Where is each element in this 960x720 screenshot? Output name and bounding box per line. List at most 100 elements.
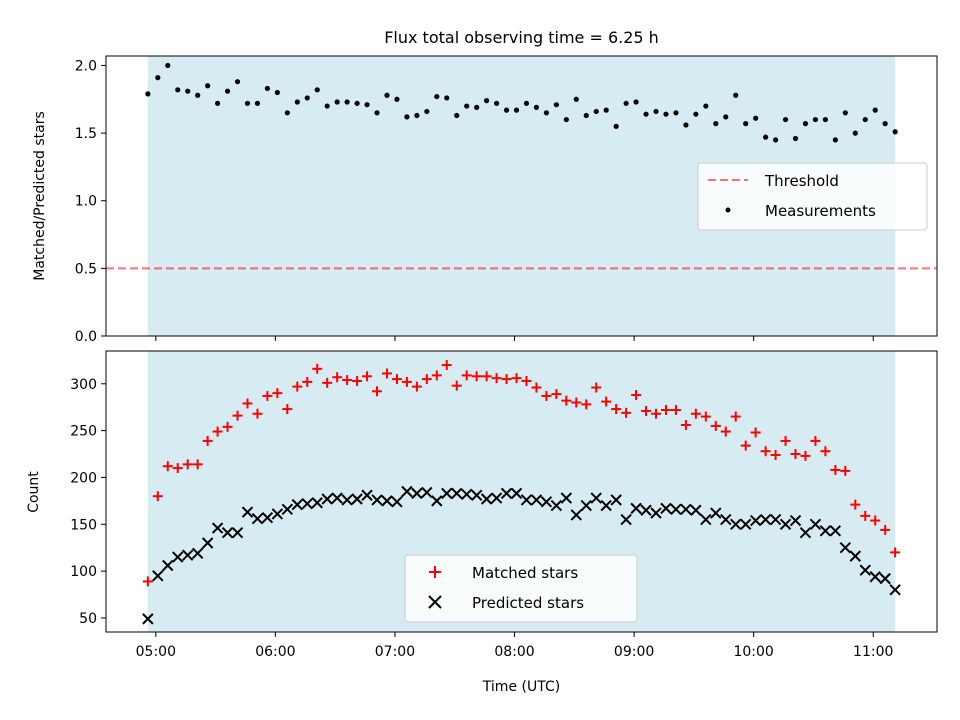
matched-star-point: [850, 499, 861, 510]
measurement-point: [563, 116, 569, 123]
matched-star-point: [152, 491, 163, 502]
predicted-star-point: [590, 492, 602, 504]
measurement-point: [444, 95, 450, 101]
matched-star-point: [411, 381, 422, 392]
legend-threshold-label: Threshold: [764, 172, 839, 190]
measurement-point: [613, 123, 619, 129]
predicted-star-point: [769, 513, 782, 526]
matched-star-point: [830, 464, 841, 475]
predicted-star-point: [680, 503, 692, 516]
measurement-point: [753, 115, 759, 121]
matched-star-point: [541, 390, 552, 401]
predicted-star-point: [789, 514, 802, 527]
matched-star-point: [531, 382, 542, 393]
measurement-points: [145, 62, 898, 143]
predicted-star-point: [700, 513, 712, 526]
measurement-point: [713, 121, 719, 127]
matched-star-point: [212, 426, 223, 437]
predicted-star-point: [889, 584, 901, 596]
measurement-point: [543, 110, 550, 116]
measurement-point: [822, 116, 829, 123]
predicted-star-point: [261, 512, 274, 524]
measurement-point: [334, 99, 340, 105]
measurement-point: [274, 89, 280, 96]
measurement-point: [533, 104, 540, 111]
predicted-star-point: [859, 564, 871, 576]
measurement-point: [583, 112, 589, 119]
predicted-star-point: [291, 498, 304, 511]
predicted-star-point: [759, 513, 772, 526]
measurement-point: [195, 92, 201, 98]
predicted-star-point: [869, 571, 881, 583]
measurement-point: [484, 98, 490, 104]
matched-star-point: [820, 446, 831, 457]
measurement-point: [244, 100, 251, 106]
bottom-y-axis-label: Count: [26, 471, 42, 513]
measurement-point: [673, 110, 679, 116]
measurement-point: [723, 114, 729, 120]
matched-star-point: [491, 373, 502, 384]
matched-star-point: [232, 410, 243, 421]
matched-star-point: [471, 371, 482, 382]
matched-star-point: [551, 389, 562, 400]
predicted-star-point: [490, 492, 503, 504]
top-panel: 0.00.51.01.52.0 Matched/Predicted stars …: [32, 55, 938, 345]
matched-star-point: [670, 405, 681, 416]
measurement-point: [464, 103, 470, 109]
measurement-point: [314, 87, 320, 93]
matched-star-point: [571, 397, 582, 408]
top-y-tick-label: 1.0: [75, 194, 97, 210]
measurement-point: [434, 93, 440, 100]
measurement-point: [264, 85, 271, 92]
measurement-point: [284, 110, 290, 116]
legend-matched-swatch: [429, 566, 441, 578]
predicted-star-point: [839, 541, 852, 554]
matched-star-point: [332, 372, 343, 383]
measurement-point: [573, 96, 579, 102]
predicted-star-point: [331, 492, 343, 504]
predicted-star-point: [351, 493, 363, 505]
predicted-star-point: [341, 494, 353, 506]
predicted-star-point: [480, 493, 493, 505]
matched-star-point: [810, 435, 821, 446]
predicted-star-point: [779, 518, 792, 530]
matched-star-point: [222, 421, 233, 432]
measurement-point: [842, 110, 848, 116]
predicted-star-point: [500, 487, 513, 500]
matched-star-point: [700, 411, 711, 422]
x-tick-label: 09:00: [614, 644, 654, 660]
matched-star-point: [750, 427, 761, 438]
legend-predicted-swatch: [428, 595, 442, 609]
measurement-point: [593, 108, 599, 115]
measurement-point: [155, 75, 161, 81]
matched-star-point: [302, 376, 313, 387]
top-x-ticks: [155, 336, 874, 341]
matched-star-point: [760, 446, 771, 457]
predicted-star-point: [311, 497, 323, 509]
predicted-star-point: [580, 499, 592, 512]
matched-star-point: [172, 463, 183, 474]
measurement-point: [294, 99, 300, 105]
predicted-star-point: [470, 489, 483, 501]
measurement-point: [683, 122, 689, 128]
measurement-point: [185, 88, 191, 94]
matched-star-point: [202, 435, 213, 446]
measurement-point: [882, 121, 888, 127]
x-tick-label: 05:00: [136, 644, 176, 660]
predicted-star-point: [451, 487, 463, 500]
matched-star-point: [262, 390, 273, 401]
matched-star-point: [292, 381, 303, 392]
matched-star-point: [631, 390, 642, 401]
predicted-star-point: [650, 507, 662, 519]
measurement-point: [224, 88, 231, 94]
predicted-star-point: [251, 512, 264, 525]
predicted-star-point: [191, 547, 204, 560]
predicted-star-point: [730, 518, 742, 530]
measurement-point: [603, 107, 609, 113]
bottom-x-axis: 05:00 06:00 07:00 08:00 09:00 10:00 11:00: [136, 632, 893, 660]
predicted-star-point: [162, 559, 174, 572]
measurement-point: [862, 116, 868, 123]
matched-star-point: [312, 363, 323, 374]
predicted-star-point: [610, 494, 622, 506]
